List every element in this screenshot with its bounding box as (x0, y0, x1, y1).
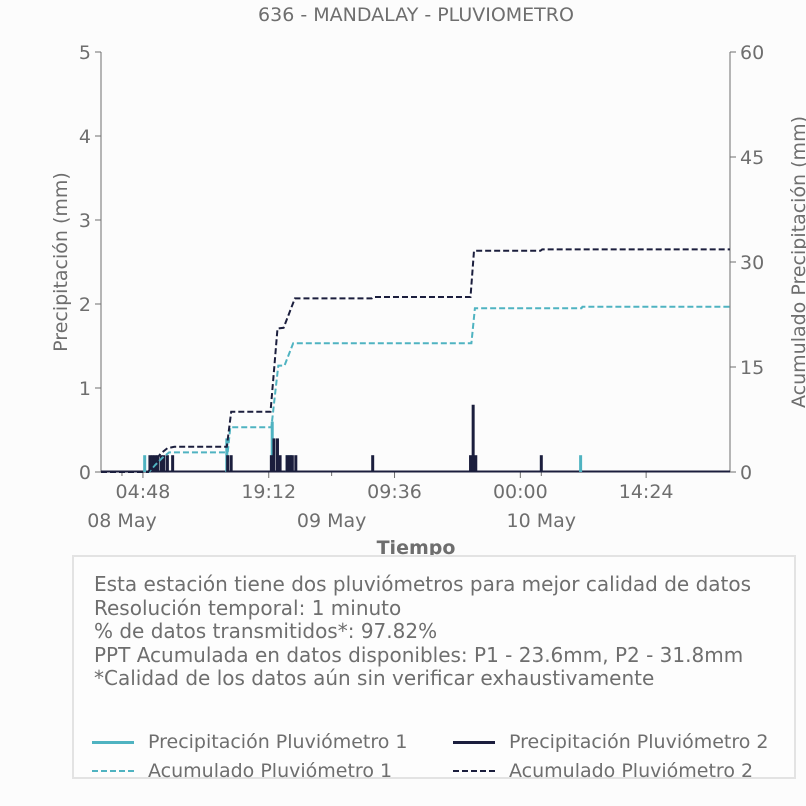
y-left-tick-label: 3 (79, 210, 91, 232)
info-line-dual-gauge: Esta estación tiene dos pluviómetros par… (94, 572, 752, 596)
x-axis-label: Tiempo (377, 537, 456, 559)
legend-label-acum-p1: Acumulado Pluviómetro 1 (148, 760, 393, 782)
y-right-tick-label: 45 (740, 147, 764, 169)
y-right-tick-label: 15 (740, 357, 764, 379)
chart-title: 636 - MANDALAY - PLUVIOMETRO (258, 4, 574, 26)
y-left-tick-label: 5 (79, 42, 91, 64)
info-line-resolution: Resolución temporal: 1 minuto (94, 595, 402, 620)
x-tick-label: 00:00 (493, 481, 548, 503)
info-line-quality-note: *Calidad de los datos aún sin verificar … (94, 666, 655, 690)
x-date-label: 10 May (507, 510, 577, 532)
y-left-tick-label: 0 (79, 462, 91, 484)
x-tick-label: 14:24 (619, 481, 674, 503)
legend-item-precip-p2: Precipitación Pluviómetro 2 (453, 730, 769, 754)
info-box: Esta estación tiene dos pluviómetros par… (72, 555, 796, 782)
legend-swatch-precip-p2 (453, 740, 495, 744)
legend-item-acum-p2: Acumulado Pluviómetro 2 (453, 759, 753, 783)
y-right-tick-label: 0 (740, 462, 752, 484)
info-line-accumulated: PPT Acumulada en datos disponibles: P1 -… (94, 642, 744, 667)
x-date-label: 08 May (87, 510, 157, 532)
cumulative-line-1 (101, 305, 730, 473)
y-right-tick-label: 30 (740, 252, 764, 274)
y-left-tick-label: 4 (79, 126, 91, 148)
legend-label-acum-p2: Acumulado Pluviómetro 2 (509, 760, 754, 782)
x-tick-label: 19:12 (241, 481, 296, 503)
info-line-transmitted: % de datos transmitidos*: 97.82% (94, 619, 438, 643)
y-axis-left-label: Precipitación (mm) (50, 172, 72, 352)
legend-swatch-acum-p1 (92, 770, 134, 772)
legend-swatch-acum-p2 (453, 770, 495, 772)
legend-item-precip-p1: Precipitación Pluviómetro 1 (92, 730, 408, 754)
rainfall-chart: 636 - MANDALAY - PLUVIOMETRO 01234501530… (50, 4, 806, 559)
y-left-tick-label: 2 (79, 294, 91, 316)
y-right-tick-label: 60 (740, 42, 764, 64)
y-left-tick-label: 1 (79, 378, 91, 400)
legend-item-acum-p1: Acumulado Pluviómetro 1 (92, 759, 392, 783)
legend-label-precip-p2: Precipitación Pluviómetro 2 (509, 731, 769, 753)
y-axis-right-label: Acumulado Precipitación (mm) (788, 116, 806, 408)
cumulative-line-2 (101, 248, 730, 473)
x-tick-label: 04:48 (116, 481, 171, 503)
legend-label-precip-p1: Precipitación Pluviómetro 1 (148, 731, 408, 753)
info-lines: Esta estación tiene dos pluviómetros par… (94, 572, 752, 691)
x-tick-label: 09:36 (367, 481, 422, 503)
x-date-label: 09 May (297, 510, 367, 532)
legend-swatch-precip-p1 (92, 740, 134, 744)
